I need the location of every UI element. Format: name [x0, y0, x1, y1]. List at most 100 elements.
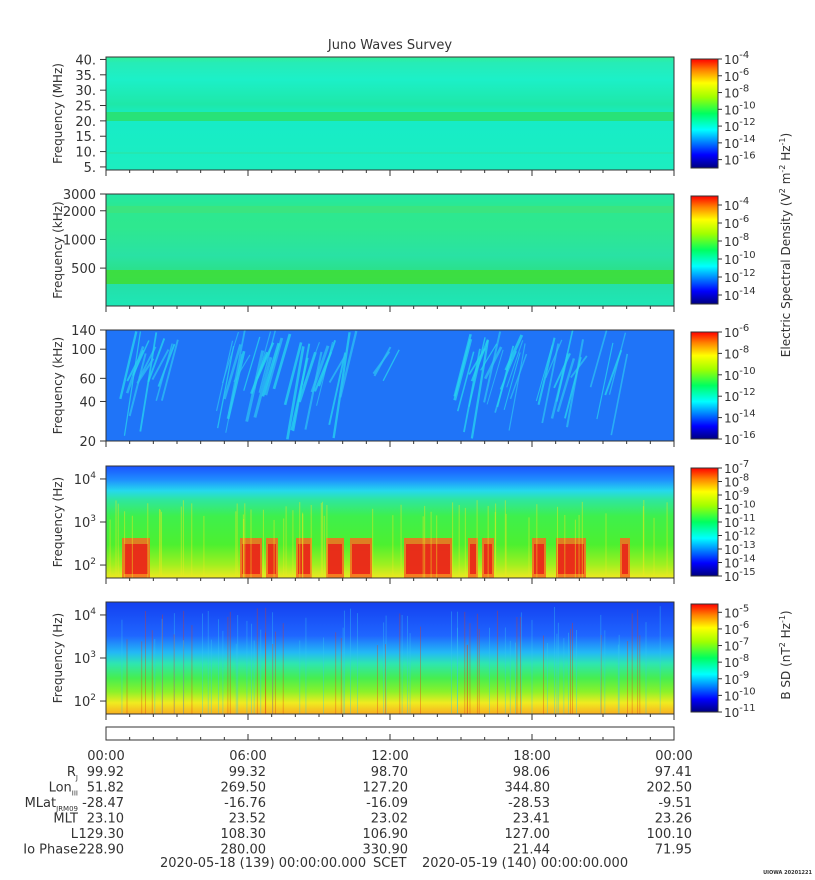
emission-streak [480, 343, 498, 371]
ephemeris-value: -16.09 [366, 796, 408, 811]
emission-streak [504, 334, 524, 371]
emission-streak [596, 342, 614, 420]
emission-streak [155, 343, 173, 401]
ephemeris-label: MLT [53, 812, 78, 827]
ephemeris-label: RJ [67, 765, 78, 782]
ephemeris-table: 00:00 06:00 12:00 18:00 00:00 RJ 99.92 99.32 98.… [23, 749, 692, 858]
panel-5-spectrogram [106, 602, 674, 714]
ephemeris-value: 23.41 [513, 812, 550, 827]
time-axis-ticks [105, 734, 675, 740]
y-tick-label: 15. [75, 130, 96, 145]
emission-core [268, 544, 276, 574]
colorbars: 10-410-610-810-1010-1210-1410-1610-410-6… [690, 50, 756, 720]
ephemeris-value: 99.32 [229, 765, 266, 780]
time-tick-label: 12:00 [371, 749, 408, 764]
emission-core [558, 544, 584, 574]
panel-1-band-21mhz [106, 112, 674, 121]
colorbar-tick-label: 10-14 [724, 409, 756, 426]
panel-1-band-low [106, 152, 674, 154]
colorbar-tick-label: 10-7 [724, 459, 749, 476]
emission-streak [470, 340, 489, 439]
colorbar-tick-label: 10-6 [724, 67, 749, 84]
colorbar-tick-label: 10-8 [724, 473, 749, 490]
emission-core [622, 544, 628, 574]
colorbar-tick-label: 10-6 [724, 323, 749, 340]
emission-streak [382, 349, 400, 382]
time-tick-label: 06:00 [229, 749, 266, 764]
y-tick-label: 103 [74, 514, 96, 531]
colorbar-tick-label: 10-16 [724, 151, 756, 168]
ephemeris-value: 51.82 [87, 781, 124, 796]
colorbar-3 [690, 331, 719, 440]
panel-3: 20 40 60 100 140 Frequency (kHz) [51, 324, 675, 450]
emission-streak [304, 351, 323, 430]
emission-streak [119, 331, 138, 400]
panel-3-spectrogram [106, 330, 674, 441]
emission-streak [555, 329, 574, 402]
ephemeris-value: 330.90 [363, 843, 409, 858]
colorbar-tick-label: 10-4 [724, 196, 749, 213]
y-tick-label: 1000 [63, 233, 96, 248]
emission-streak [318, 340, 337, 387]
panel-4-x-ticks [105, 578, 675, 584]
ephemeris-value: 99.92 [87, 765, 124, 780]
emission-streak [589, 330, 608, 388]
y-axis-label: Frequency (kHz) [51, 201, 65, 298]
colorbar-tick-label: 10-8 [724, 84, 749, 101]
colorbar-tick-label: 10-16 [724, 430, 756, 447]
y-tick-label: 30. [75, 84, 96, 99]
emission-streak [535, 344, 553, 402]
panel-4-spectrogram [106, 466, 674, 578]
emission-core [328, 544, 342, 574]
emission-streak [160, 339, 179, 401]
colorbar-label-electric: Electric Spectral Density (V2 m-2 Hz-1) [778, 133, 793, 357]
emission-streak [486, 349, 504, 405]
y-tick-label: 60 [79, 372, 96, 387]
emission-streak [453, 338, 473, 401]
time-tick-label: 00:00 [87, 749, 124, 764]
ephemeris-value: 98.06 [513, 765, 550, 780]
ephemeris-value: 127.20 [363, 781, 409, 796]
emission-streak [604, 349, 623, 396]
emission-streak [147, 338, 166, 383]
panel-5-x-ticks [105, 714, 675, 720]
panel-1-x-ticks [105, 170, 675, 176]
ephemeris-value: 98.70 [371, 765, 408, 780]
y-tick-label: 102 [74, 557, 96, 574]
colorbar-label-magnetic: B SD (nT2 Hz-1) [778, 610, 793, 699]
panel-2-band-300khz [106, 270, 674, 284]
panel-1-y-axis: 5.10.15.20.25.30.35.40. Frequency (MHz) [51, 53, 106, 176]
colorbar-1 [690, 58, 719, 169]
y-axis-label: Frequency (kHz) [51, 337, 65, 434]
colorbar-5 [690, 603, 719, 713]
colorbar-tick-label: 10-8 [724, 344, 749, 361]
ephemeris-value: 108.30 [221, 827, 267, 842]
colorbar-tick-label: 10-12 [724, 117, 756, 134]
emission-streak [258, 330, 276, 393]
emission-streak [468, 337, 486, 407]
y-axis-label: Frequency (Hz) [51, 613, 65, 704]
colorbar-tick-label: 10-12 [724, 527, 756, 544]
emission-streak [128, 353, 147, 417]
colorbar-tick-label: 10-11 [724, 703, 756, 720]
emission-core [470, 544, 476, 574]
ephemeris-value: -28.47 [82, 796, 124, 811]
colorbar-tick-label: 10-6 [724, 214, 749, 231]
ephemeris-value: -16.76 [224, 796, 266, 811]
ephemeris-label: L [71, 827, 79, 842]
emission-streak [339, 330, 358, 398]
y-tick-label: 104 [74, 471, 97, 488]
y-tick-label: 3000 [63, 188, 96, 203]
emission-streak [223, 343, 242, 400]
panel-4-y-axis: 102 103 104 Frequency (Hz) [51, 471, 106, 574]
emission-streak [328, 352, 347, 425]
emission-streak [272, 333, 292, 390]
colorbar-tick-label: 10-10 [724, 250, 756, 267]
panel-4-emission-patches [109, 500, 668, 578]
colorbar-tick-label: 10-8 [724, 232, 749, 249]
emission-streak [217, 345, 235, 429]
emission-streak [468, 348, 486, 375]
colorbar-2 [690, 195, 719, 305]
